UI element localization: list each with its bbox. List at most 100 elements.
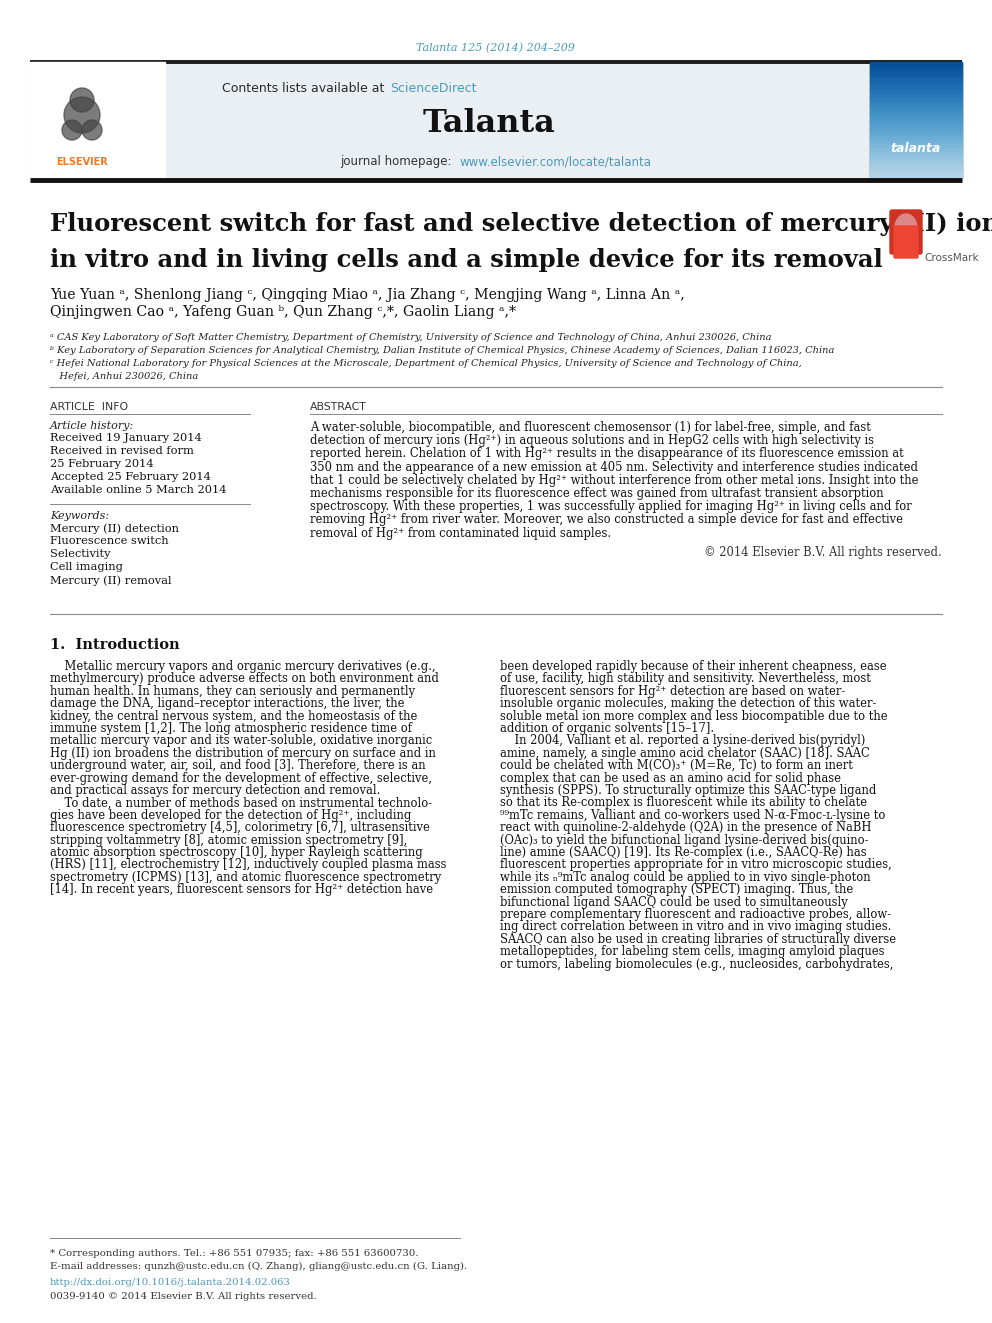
Text: www.elsevier.com/locate/talanta: www.elsevier.com/locate/talanta <box>460 156 652 168</box>
FancyBboxPatch shape <box>894 226 918 258</box>
Text: Hefei, Anhui 230026, China: Hefei, Anhui 230026, China <box>50 372 198 381</box>
Text: removing Hg²⁺ from river water. Moreover, we also constructed a simple device fo: removing Hg²⁺ from river water. Moreover… <box>310 513 903 527</box>
Bar <box>870 116 962 120</box>
Text: Talanta: Talanta <box>423 107 556 139</box>
Text: Cell imaging: Cell imaging <box>50 562 123 572</box>
Ellipse shape <box>64 97 100 134</box>
Text: ᵃ CAS Key Laboratory of Soft Matter Chemistry, Department of Chemistry, Universi: ᵃ CAS Key Laboratory of Soft Matter Chem… <box>50 333 772 343</box>
Text: could be chelated with M(CO)₃⁺ (M=Re, Tc) to form an inert: could be chelated with M(CO)₃⁺ (M=Re, Tc… <box>500 759 853 773</box>
Text: E-mail addresses: qunzh@ustc.edu.cn (Q. Zhang), gliang@ustc.edu.cn (G. Liang).: E-mail addresses: qunzh@ustc.edu.cn (Q. … <box>50 1262 467 1271</box>
Bar <box>870 85 962 89</box>
Bar <box>870 147 962 151</box>
Text: fluorescent sensors for Hg²⁺ detection are based on water-: fluorescent sensors for Hg²⁺ detection a… <box>500 685 845 697</box>
Text: Fluorescence switch: Fluorescence switch <box>50 536 169 546</box>
Text: metallopeptides, for labeling stem cells, imaging amyloid plaques: metallopeptides, for labeling stem cells… <box>500 945 885 958</box>
Text: ᶜ Hefei National Laboratory for Physical Sciences at the Microscale, Department : ᶜ Hefei National Laboratory for Physical… <box>50 359 802 368</box>
Text: gies have been developed for the detection of Hg²⁺, including: gies have been developed for the detecti… <box>50 808 412 822</box>
Bar <box>870 128 962 131</box>
Text: methylmercury) produce adverse effects on both environment and: methylmercury) produce adverse effects o… <box>50 672 438 685</box>
Text: human health. In humans, they can seriously and permanently: human health. In humans, they can seriou… <box>50 685 415 697</box>
Bar <box>870 74 962 77</box>
Text: addition of organic solvents [15–17].: addition of organic solvents [15–17]. <box>500 722 714 736</box>
Bar <box>870 167 962 171</box>
Text: or tumors, labeling biomolecules (e.g., nucleosides, carbohydrates,: or tumors, labeling biomolecules (e.g., … <box>500 958 894 971</box>
Text: emission computed tomography (SPECT) imaging. Thus, the: emission computed tomography (SPECT) ima… <box>500 884 853 896</box>
Text: Received in revised form: Received in revised form <box>50 446 193 456</box>
Bar <box>870 66 962 70</box>
Text: of use, facility, high stability and sensitivity. Nevertheless, most: of use, facility, high stability and sen… <box>500 672 871 685</box>
Bar <box>870 101 962 105</box>
Text: metallic mercury vapor and its water-soluble, oxidative inorganic: metallic mercury vapor and its water-sol… <box>50 734 433 747</box>
Text: ABSTRACT: ABSTRACT <box>310 402 367 411</box>
Bar <box>870 89 962 93</box>
Bar <box>870 97 962 101</box>
Text: Talanta 125 (2014) 204–209: Talanta 125 (2014) 204–209 <box>417 42 575 53</box>
Text: Contents lists available at: Contents lists available at <box>221 82 388 94</box>
Text: atomic absorption spectroscopy [10], hyper Rayleigh scattering: atomic absorption spectroscopy [10], hyp… <box>50 845 423 859</box>
Text: Fluorescent switch for fast and selective detection of mercury (II) ions: Fluorescent switch for fast and selectiv… <box>50 212 992 235</box>
Bar <box>30 62 165 179</box>
Ellipse shape <box>70 89 94 112</box>
Bar <box>870 143 962 147</box>
Bar <box>870 163 962 167</box>
Bar <box>870 77 962 81</box>
Text: ARTICLE  INFO: ARTICLE INFO <box>50 402 128 411</box>
Bar <box>870 155 962 159</box>
Text: Qinjingwen Cao ᵃ, Yafeng Guan ᵇ, Qun Zhang ᶜ,*, Gaolin Liang ᵃ,*: Qinjingwen Cao ᵃ, Yafeng Guan ᵇ, Qun Zha… <box>50 306 516 319</box>
Bar <box>870 124 962 128</box>
Ellipse shape <box>82 120 102 140</box>
Text: Mercury (II) removal: Mercury (II) removal <box>50 576 172 586</box>
Text: Received 19 January 2014: Received 19 January 2014 <box>50 433 201 443</box>
Bar <box>870 112 962 116</box>
Text: immune system [1,2]. The long atmospheric residence time of: immune system [1,2]. The long atmospheri… <box>50 722 412 736</box>
Text: ing direct correlation between in vitro and in vivo imaging studies.: ing direct correlation between in vitro … <box>500 921 892 934</box>
Text: [14]. In recent years, fluorescent sensors for Hg²⁺ detection have: [14]. In recent years, fluorescent senso… <box>50 884 434 896</box>
Bar <box>870 108 962 112</box>
Text: in vitro and in living cells and a simple device for its removal: in vitro and in living cells and a simpl… <box>50 247 883 273</box>
Bar <box>870 175 962 179</box>
Text: To date, a number of methods based on instrumental technolo-: To date, a number of methods based on in… <box>50 796 433 810</box>
Text: 350 nm and the appearance of a new emission at 405 nm. Selectivity and interfere: 350 nm and the appearance of a new emiss… <box>310 460 918 474</box>
Text: insoluble organic molecules, making the detection of this water-: insoluble organic molecules, making the … <box>500 697 876 710</box>
Text: bifunctional ligand SAACQ could be used to simultaneously: bifunctional ligand SAACQ could be used … <box>500 896 848 909</box>
Text: react with quinoline-2-aldehyde (Q2A) in the presence of NaBH: react with quinoline-2-aldehyde (Q2A) in… <box>500 822 872 835</box>
Text: Available online 5 March 2014: Available online 5 March 2014 <box>50 486 226 495</box>
Text: ScienceDirect: ScienceDirect <box>390 82 476 94</box>
Bar <box>870 135 962 139</box>
Text: line) amine (SAACQ) [19]. Its Re-complex (i.e., SAACQ-Re) has: line) amine (SAACQ) [19]. Its Re-complex… <box>500 845 867 859</box>
Ellipse shape <box>895 214 917 242</box>
Text: (OAc)₃ to yield the bifunctional ligand lysine-derived bis(quino-: (OAc)₃ to yield the bifunctional ligand … <box>500 833 869 847</box>
Text: Mercury (II) detection: Mercury (II) detection <box>50 523 179 533</box>
Text: Keywords:: Keywords: <box>50 511 109 521</box>
Bar <box>870 62 962 179</box>
Text: In 2004, Valliant et al. reported a lysine-derived bis(pyridyl): In 2004, Valliant et al. reported a lysi… <box>500 734 865 747</box>
Text: detection of mercury ions (Hg²⁺) in aqueous solutions and in HepG2 cells with hi: detection of mercury ions (Hg²⁺) in aque… <box>310 434 874 447</box>
Text: SAACQ can also be used in creating libraries of structurally diverse: SAACQ can also be used in creating libra… <box>500 933 896 946</box>
Text: fluorescence spectrometry [4,5], colorimetry [6,7], ultrasensitive: fluorescence spectrometry [4,5], colorim… <box>50 822 430 835</box>
Text: journal homepage:: journal homepage: <box>340 156 455 168</box>
Text: A water-soluble, biocompatible, and fluorescent chemosensor (1) for label-free, : A water-soluble, biocompatible, and fluo… <box>310 421 871 434</box>
Text: prepare complementary fluorescent and radioactive probes, allow-: prepare complementary fluorescent and ra… <box>500 908 891 921</box>
Text: stripping voltammetry [8], atomic emission spectrometry [9],: stripping voltammetry [8], atomic emissi… <box>50 833 408 847</box>
Text: spectrometry (ICPMS) [13], and atomic fluorescence spectrometry: spectrometry (ICPMS) [13], and atomic fl… <box>50 871 441 884</box>
Bar <box>870 105 962 108</box>
Bar <box>870 81 962 85</box>
Text: reported herein. Chelation of 1 with Hg²⁺ results in the disappearance of its fl: reported herein. Chelation of 1 with Hg²… <box>310 447 904 460</box>
Text: Hg (II) ion broadens the distribution of mercury on surface and in: Hg (II) ion broadens the distribution of… <box>50 746 435 759</box>
Text: 0039-9140 © 2014 Elsevier B.V. All rights reserved.: 0039-9140 © 2014 Elsevier B.V. All right… <box>50 1293 316 1301</box>
Text: spectroscopy. With these properties, 1 was successfully applied for imaging Hg²⁺: spectroscopy. With these properties, 1 w… <box>310 500 912 513</box>
Bar <box>870 171 962 175</box>
Text: kidney, the central nervous system, and the homeostasis of the: kidney, the central nervous system, and … <box>50 709 418 722</box>
Bar <box>870 131 962 135</box>
Text: Article history:: Article history: <box>50 421 134 431</box>
FancyBboxPatch shape <box>890 210 922 254</box>
Ellipse shape <box>62 120 82 140</box>
Bar <box>870 62 962 66</box>
Text: that 1 could be selectively chelated by Hg²⁺ without interference from other met: that 1 could be selectively chelated by … <box>310 474 919 487</box>
Text: talanta: talanta <box>891 142 941 155</box>
Text: removal of Hg²⁺ from contaminated liquid samples.: removal of Hg²⁺ from contaminated liquid… <box>310 527 611 540</box>
Text: underground water, air, soil, and food [3]. Therefore, there is an: underground water, air, soil, and food [… <box>50 759 426 773</box>
Text: damage the DNA, ligand–receptor interactions, the liver, the: damage the DNA, ligand–receptor interact… <box>50 697 405 710</box>
Bar <box>870 93 962 97</box>
Text: Accepted 25 February 2014: Accepted 25 February 2014 <box>50 472 211 482</box>
